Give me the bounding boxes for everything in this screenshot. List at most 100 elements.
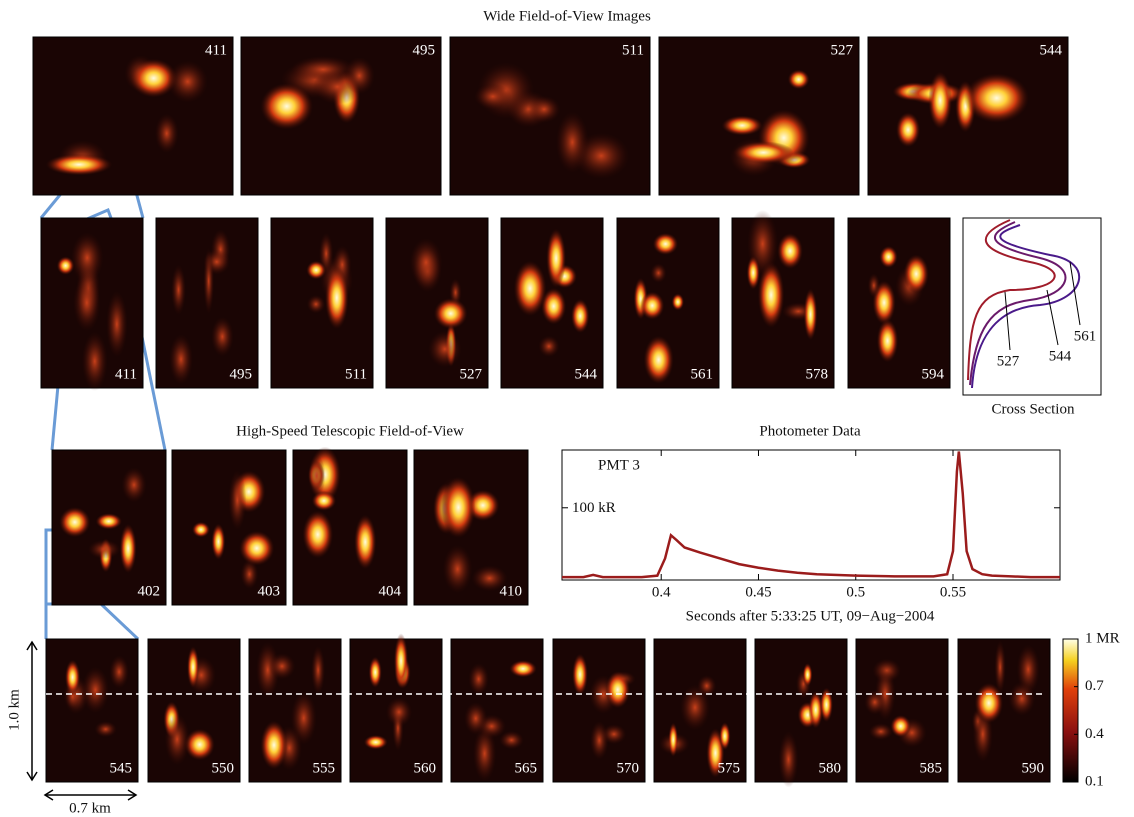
image-frame: 565 — [451, 639, 543, 782]
image-frame: 555 — [249, 639, 341, 782]
frame-label: 561 — [691, 366, 714, 382]
image-frame: 545 — [46, 639, 138, 782]
image-frame: 403 — [172, 450, 286, 605]
image-feature — [722, 115, 763, 135]
frame-label: 411 — [115, 366, 137, 382]
image-feature — [120, 524, 137, 573]
image-feature — [904, 254, 929, 293]
x-tick-label: 0.55 — [940, 584, 966, 600]
image-frame: 527 — [659, 37, 859, 195]
image-feature — [668, 722, 678, 756]
image-feature — [88, 540, 120, 559]
image-feature — [122, 467, 147, 502]
image-frame: 527 — [386, 218, 488, 388]
cross-section-title: Cross Section — [992, 401, 1075, 417]
frame-label: 585 — [920, 760, 943, 776]
image-feature — [733, 141, 793, 164]
image-frame: 575 — [654, 639, 746, 782]
frame-label: 511 — [345, 366, 367, 382]
image-frame: 544 — [868, 37, 1068, 195]
image-feature — [644, 336, 674, 384]
image-feature — [509, 660, 536, 677]
colorbar — [1063, 639, 1078, 782]
image-frame: 411 — [41, 218, 143, 391]
image-feature — [546, 229, 566, 288]
image-frame: 578 — [732, 210, 834, 388]
colorbar-label: 1 MR — [1085, 630, 1120, 646]
image-feature — [410, 238, 443, 287]
frame-label: 495 — [413, 42, 436, 58]
frame-label: 402 — [138, 583, 161, 599]
y-tick-label: 100 kR — [572, 500, 616, 516]
image-feature — [964, 73, 1029, 123]
frame-label: 403 — [258, 583, 281, 599]
scale-vertical: 1.0 km — [6, 689, 22, 731]
image-feature — [82, 667, 109, 713]
image-feature — [975, 683, 1004, 723]
image-frame: 550 — [148, 639, 240, 782]
image-feature — [211, 524, 225, 560]
image-frame: 511 — [271, 218, 373, 388]
image-feature — [640, 292, 664, 320]
image-feature — [650, 263, 666, 283]
image-feature — [499, 731, 523, 750]
x-tick-label: 0.45 — [745, 584, 771, 600]
image-feature — [538, 336, 559, 357]
image-feature — [308, 455, 326, 497]
image-feature — [155, 114, 179, 153]
image-feature — [514, 261, 547, 316]
image-feature — [96, 513, 122, 529]
image-frame: 590 — [958, 639, 1050, 782]
image-feature — [803, 663, 813, 686]
frame-label: 544 — [575, 366, 598, 382]
x-axis-title: Seconds after 5:33:25 UT, 09−Aug−2004 — [686, 608, 935, 624]
frame-label: 550 — [212, 760, 235, 776]
image-feature — [311, 646, 325, 695]
image-feature — [228, 470, 246, 530]
image-feature — [1009, 682, 1036, 716]
image-feature — [441, 477, 475, 538]
image-feature — [312, 491, 336, 511]
cross-section-label: 561 — [1074, 328, 1097, 344]
frame-label: 594 — [922, 366, 945, 382]
wide-title: Wide Field-of-View Images — [483, 8, 651, 24]
image-feature — [779, 731, 799, 787]
image-feature — [571, 299, 589, 333]
image-feature — [73, 274, 100, 331]
image-frame: 561 — [617, 218, 719, 388]
image-feature — [109, 655, 129, 688]
image-feature — [777, 233, 803, 269]
frame-label: 544 — [1040, 42, 1063, 58]
image-feature — [260, 721, 287, 770]
image-feature — [344, 57, 375, 94]
image-feature — [106, 291, 127, 357]
telescopic-title: High-Speed Telescopic Field-of-View — [236, 423, 464, 439]
image-feature — [354, 515, 376, 570]
image-feature — [672, 293, 684, 310]
page: {"wide_fov": {"title": "Wide Field-of-Vi… — [0, 0, 1134, 817]
image-feature — [307, 295, 325, 313]
image-feature — [719, 722, 730, 750]
image — [848, 218, 950, 388]
image-feature — [171, 265, 186, 316]
colorbar-label: 0.4 — [1085, 726, 1104, 742]
image-feature — [868, 273, 880, 297]
image-feature — [928, 72, 952, 130]
image-feature — [203, 248, 214, 314]
image-frame: 402 — [52, 450, 166, 605]
frame-label: 527 — [460, 366, 483, 382]
cross-section-label: 527 — [997, 353, 1020, 369]
frame-label: 404 — [379, 583, 402, 599]
frame-label: 495 — [230, 366, 253, 382]
image-feature — [46, 154, 113, 176]
frame-label: 511 — [622, 42, 644, 58]
image-feature — [386, 697, 412, 726]
frame-label: 590 — [1022, 760, 1045, 776]
image-feature — [211, 317, 233, 357]
image-feature — [428, 331, 461, 367]
image-feature — [369, 657, 382, 688]
frame-label: 565 — [515, 760, 538, 776]
cross-section-label: 544 — [1049, 348, 1072, 364]
image-feature — [65, 660, 80, 695]
image-frame: 410 — [414, 450, 528, 605]
